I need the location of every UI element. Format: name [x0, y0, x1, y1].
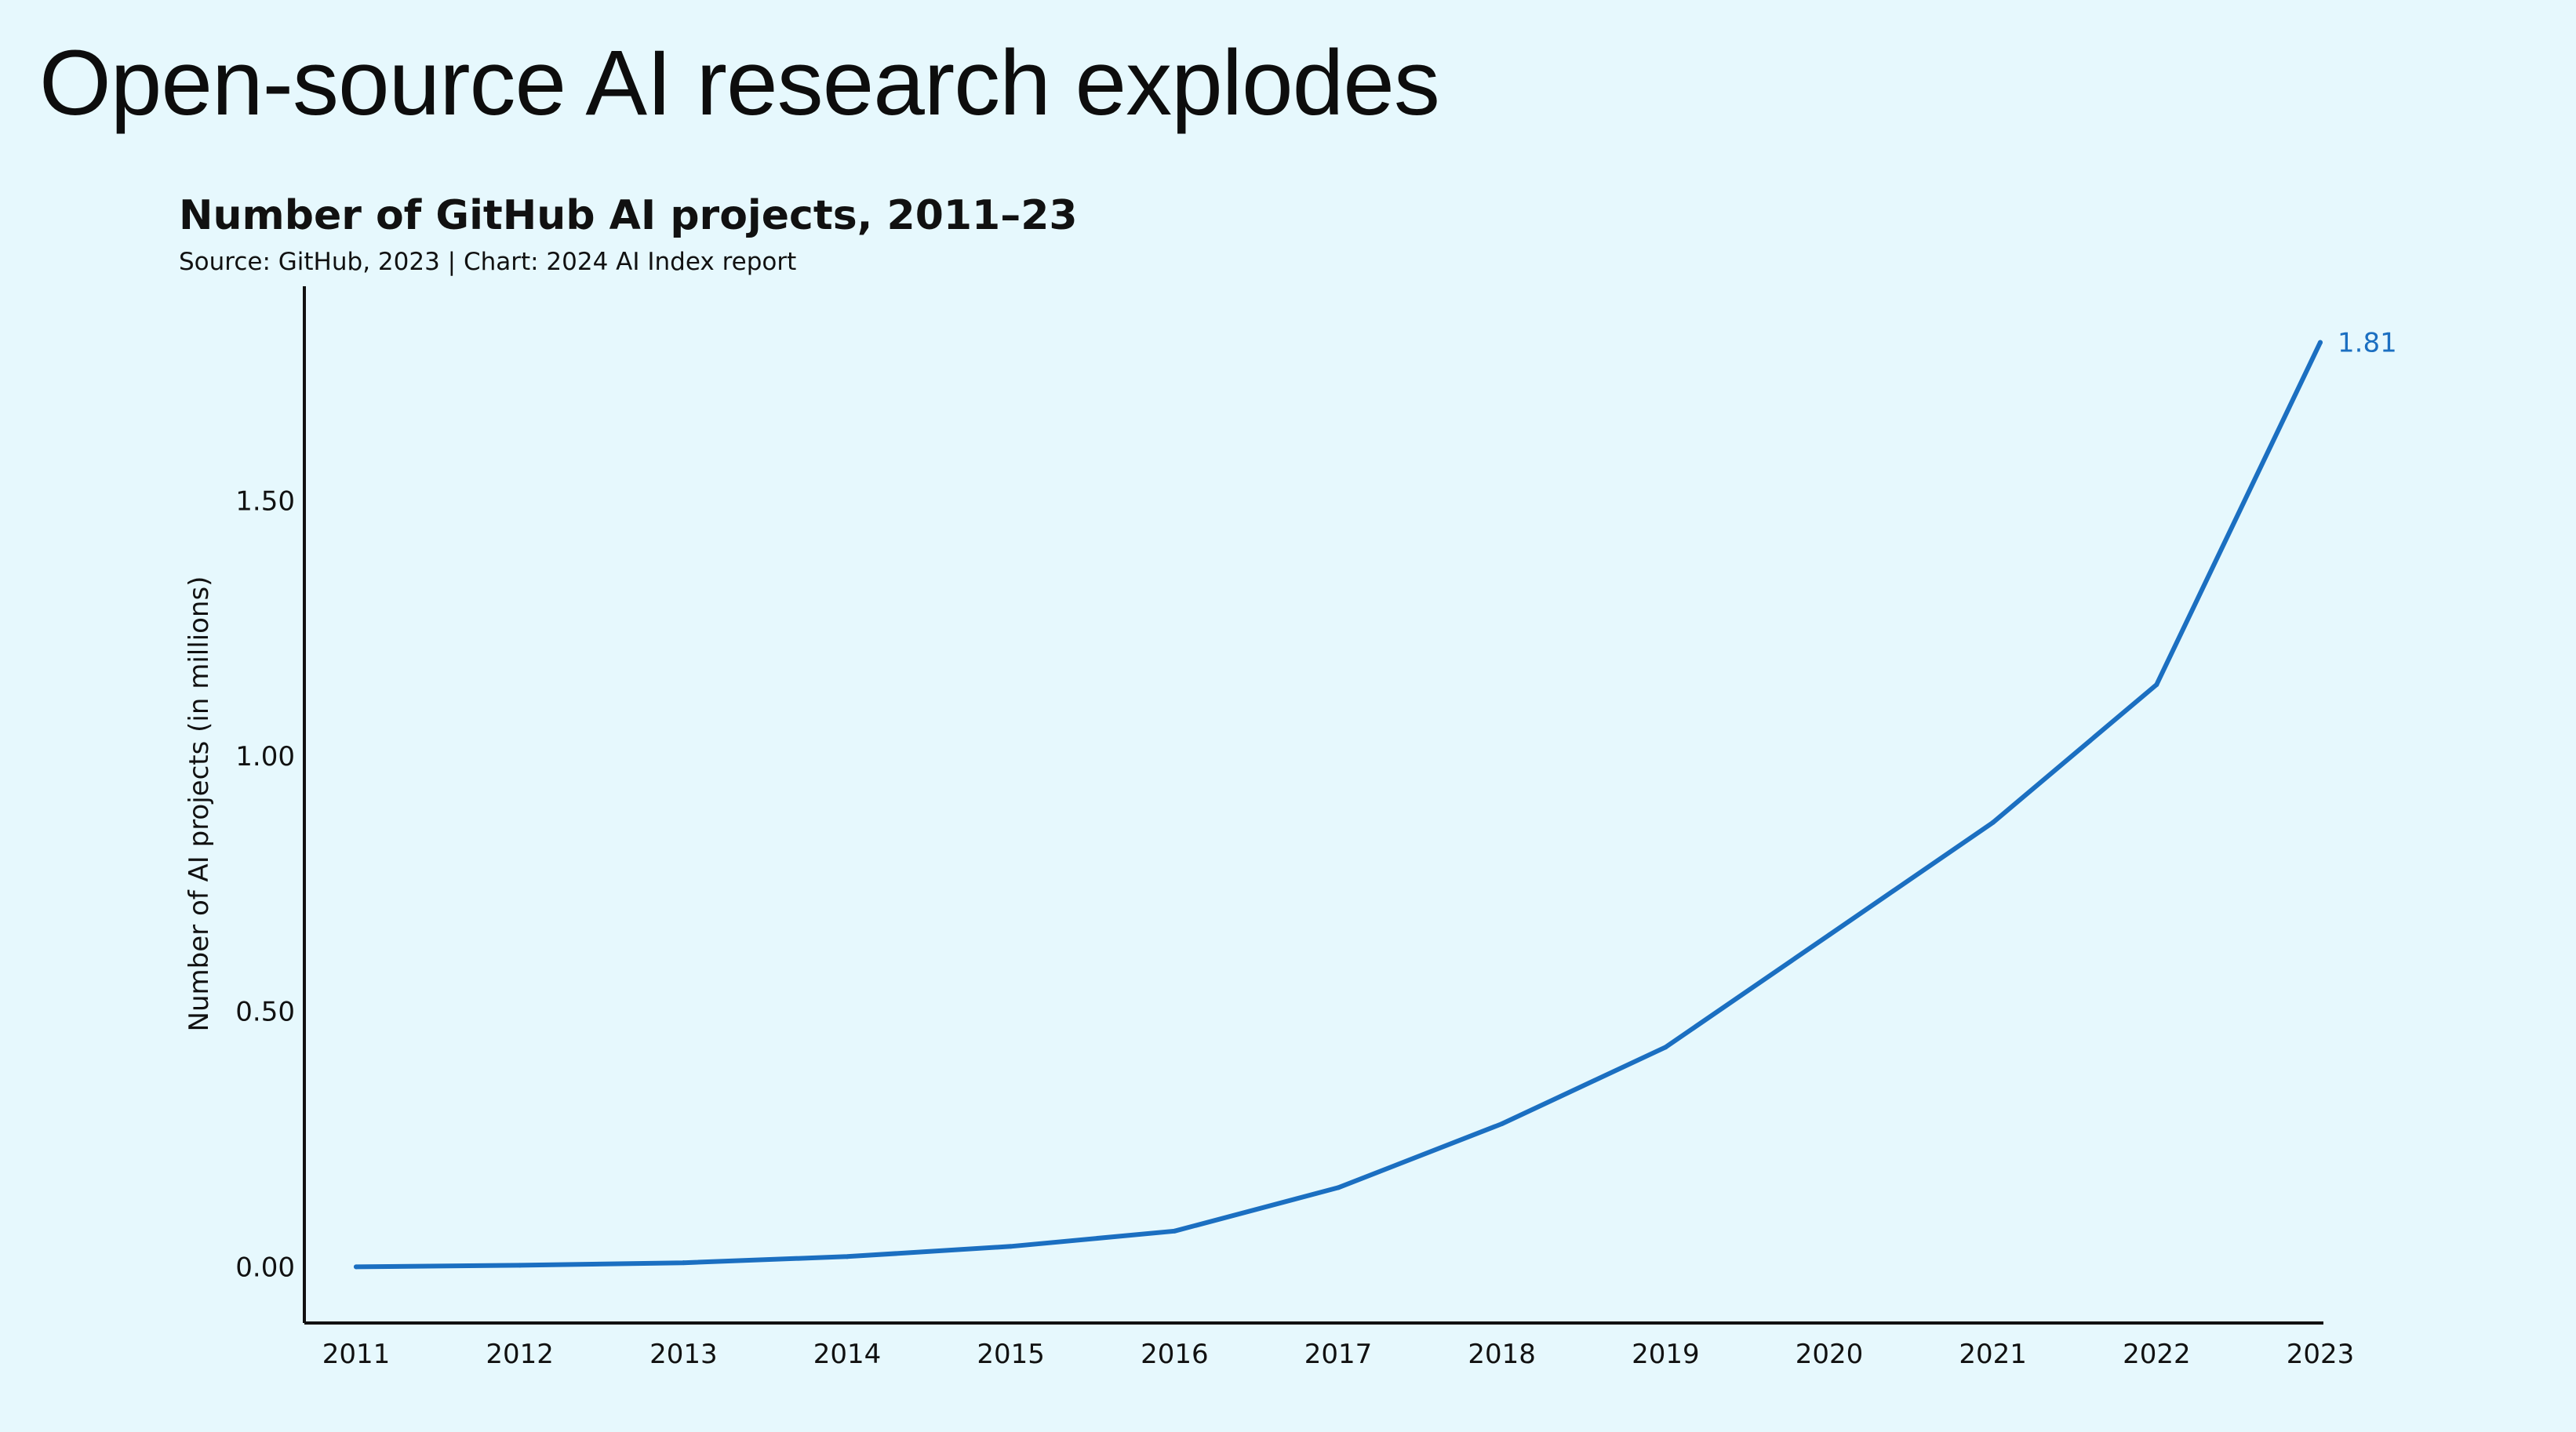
y-tick-label: 0.00: [235, 1252, 295, 1283]
x-tick-label: 2017: [1304, 1339, 1373, 1370]
slide-title: Open-source AI research explodes: [39, 31, 1440, 135]
x-tick-label: 2015: [977, 1339, 1045, 1370]
data-point: [1336, 1185, 1341, 1190]
data-point: [354, 1264, 358, 1270]
data-point: [1827, 932, 1832, 938]
data-point: [1990, 820, 1996, 825]
data-point: [2318, 340, 2323, 345]
data-point: [2154, 681, 2159, 687]
x-tick-label: 2013: [649, 1339, 718, 1370]
data-point: [1663, 1045, 1668, 1050]
chart-subtitle: Source: GitHub, 2023 | Chart: 2024 AI In…: [179, 248, 797, 276]
x-tick-label: 2020: [1796, 1339, 1864, 1370]
series-line: [354, 340, 2323, 1270]
data-point: [1172, 1228, 1177, 1234]
x-tick-label: 2014: [813, 1339, 882, 1370]
data-point: [1008, 1244, 1013, 1249]
x-tick-label: 2018: [1468, 1339, 1536, 1370]
y-axis-label: Number of AI projects (in millions): [184, 576, 215, 1032]
chart-title: Number of GitHub AI projects, 2011–23: [179, 192, 1078, 239]
data-point: [681, 1260, 686, 1266]
end-value-label: 1.81: [2338, 328, 2397, 359]
x-tick-label: 2021: [1959, 1339, 2027, 1370]
x-tick-label: 2023: [2287, 1339, 2355, 1370]
data-point: [1499, 1121, 1504, 1127]
x-tick-label: 2016: [1141, 1339, 1209, 1370]
x-tick-label: 2012: [486, 1339, 554, 1370]
y-tick-label: 1.00: [235, 741, 295, 772]
chart-series: 1.81: [354, 328, 2397, 1270]
data-point: [845, 1254, 850, 1259]
data-point: [517, 1263, 522, 1268]
x-axis-ticks: 2011 2012 2013 2014 2015 2016 2017 2018 2019 2020…: [322, 1339, 2355, 1370]
x-tick-label: 2022: [2123, 1339, 2191, 1370]
x-tick-label: 2019: [1632, 1339, 1700, 1370]
y-tick-label: 1.50: [235, 486, 295, 518]
x-tick-label: 2011: [322, 1339, 391, 1370]
y-tick-label: 0.50: [235, 997, 295, 1028]
y-axis-ticks: 0.00 0.50 1.00 1.50: [235, 486, 295, 1284]
chart-axes: [303, 286, 2323, 1325]
